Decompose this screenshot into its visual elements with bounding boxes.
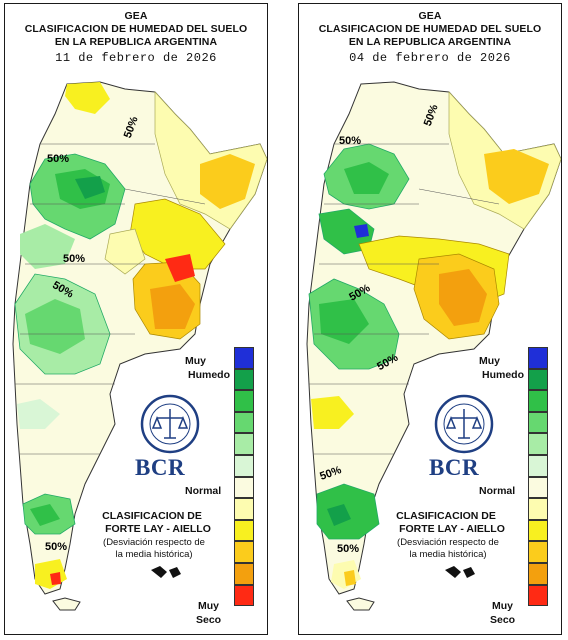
legend-swatch <box>234 541 254 563</box>
legend-seco: Seco <box>196 614 222 626</box>
bcr-seal-icon <box>140 394 200 454</box>
legend-swatch <box>234 584 254 607</box>
legend-swatch <box>234 411 254 434</box>
title-line1: GEA <box>124 10 148 22</box>
classification-line4: la media histórica) <box>409 549 487 560</box>
title-line3: EN LA REPUBLICA ARGENTINA <box>348 36 512 48</box>
contour-label: 50% <box>337 543 359 555</box>
legend-seco: Seco <box>490 614 516 626</box>
title-line3: EN LA REPUBLICA ARGENTINA <box>54 36 218 48</box>
soil-moisture-map-right: 50% 50% 50% 50% 50% 50% <box>306 81 561 611</box>
classification-line3: (Desviación respecto de <box>103 537 205 548</box>
title-line1: GEA <box>418 10 442 22</box>
legend-swatch <box>234 476 254 499</box>
legend-swatch <box>528 347 548 369</box>
legend-swatch <box>528 562 548 585</box>
legend-swatch <box>234 454 254 477</box>
map-panel-left: 50% 50% 50% 50% 50% GEA CLASIFICACION DE… <box>4 3 268 635</box>
bcr-logo-text: BCR <box>429 455 480 480</box>
bcr-seal-icon <box>434 394 494 454</box>
legend-swatch <box>528 411 548 434</box>
legend-humedo: Humedo <box>482 369 524 381</box>
legend-swatch <box>528 476 548 499</box>
legend-muy-bottom: Muy <box>198 600 219 612</box>
contour-label: 50% <box>339 135 361 147</box>
map-panel-right: 50% 50% 50% 50% 50% 50% GEA CLASIFICACIO… <box>298 3 562 635</box>
classification-line1: CLASIFICACION DE <box>396 510 496 522</box>
legend-swatch <box>234 433 254 455</box>
legend-swatch <box>234 562 254 585</box>
legend-swatch <box>528 584 548 607</box>
classification-line2: FORTE LAY - AIELLO <box>399 523 505 535</box>
classification-line1: CLASIFICACION DE <box>102 510 202 522</box>
legend-swatch <box>528 433 548 455</box>
legend-humedo: Humedo <box>188 369 230 381</box>
map-date: 11 de febrero de 2026 <box>55 51 217 65</box>
legend-swatch <box>528 498 548 520</box>
soil-moisture-map-left: 50% 50% 50% 50% 50% <box>12 81 267 611</box>
bcr-logo-text: BCR <box>135 455 186 480</box>
classification-line4: la media histórica) <box>115 549 193 560</box>
legend-normal: Normal <box>185 485 222 497</box>
legend-swatch <box>528 454 548 477</box>
title-line2: CLASIFICACION DE HUMEDAD DEL SUELO <box>318 23 542 35</box>
legend-swatch <box>234 519 254 542</box>
legend-swatch <box>234 390 254 412</box>
contour-label: 50% <box>63 253 85 265</box>
legend-swatch <box>528 368 548 391</box>
color-scale-legend <box>234 347 254 607</box>
legend-normal: Normal <box>479 485 516 497</box>
legend-muy-bottom: Muy <box>492 600 513 612</box>
contour-label: 50% <box>47 153 69 165</box>
color-scale-legend <box>528 347 548 607</box>
legend-swatch <box>234 498 254 520</box>
classification-line2: FORTE LAY - AIELLO <box>105 523 211 535</box>
legend-muy-top: Muy <box>185 355 206 367</box>
legend-swatch <box>528 519 548 542</box>
title-line2: CLASIFICACION DE HUMEDAD DEL SUELO <box>24 23 248 35</box>
legend-muy-top: Muy <box>479 355 500 367</box>
legend-swatch <box>234 368 254 391</box>
legend-swatch <box>528 541 548 563</box>
legend-swatch <box>528 390 548 412</box>
classification-line3: (Desviación respecto de <box>397 537 499 548</box>
contour-label: 50% <box>45 541 67 553</box>
legend-swatch <box>234 347 254 369</box>
map-date: 04 de febrero de 2026 <box>349 51 511 65</box>
